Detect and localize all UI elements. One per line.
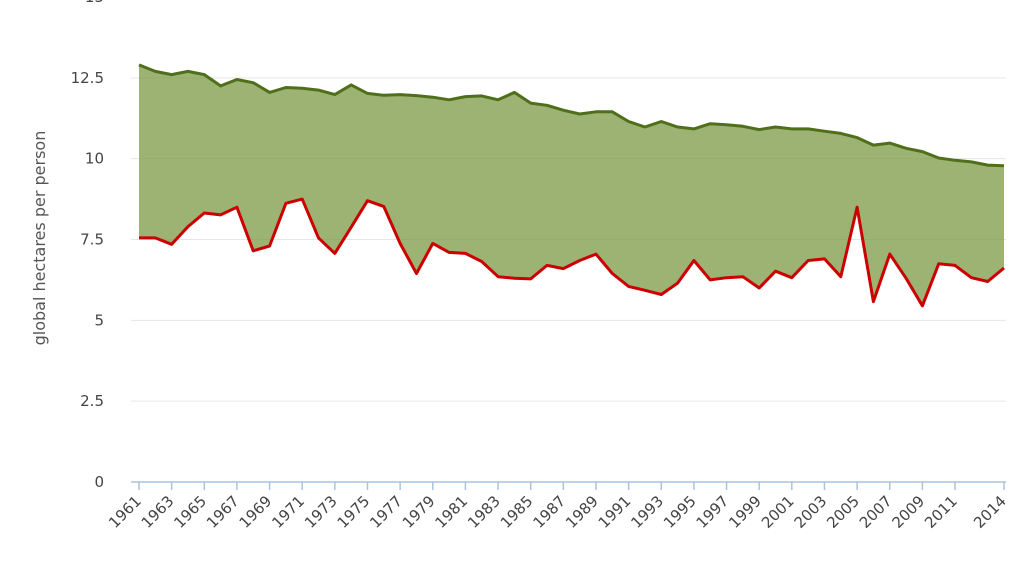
y-tick-label: 5 <box>94 311 104 329</box>
x-tick-label: 2003 <box>791 492 831 532</box>
x-tick-label: 1983 <box>464 492 504 532</box>
x-tick-label: 1967 <box>203 492 243 532</box>
x-tick-label: 2007 <box>856 492 896 532</box>
x-tick-label: 2011 <box>921 492 961 532</box>
y-tick-labels: 0 2.5 5 7.5 10 12.5 15 <box>71 0 104 491</box>
x-tick-label: 1989 <box>562 492 602 532</box>
x-tick-label: 1975 <box>334 492 374 532</box>
y-tick-label: 7.5 <box>80 231 104 249</box>
y-tick-label: 0 <box>94 473 104 491</box>
area-layer <box>139 65 1004 306</box>
x-tick-label: 1965 <box>170 492 210 532</box>
x-tick-label: 1979 <box>399 492 439 532</box>
x-tick-labels: 1961196319651967196919711973197519771979… <box>105 492 1010 532</box>
x-tick-label: 1971 <box>268 492 308 532</box>
x-tick-label: 1987 <box>529 492 569 532</box>
x-tick-label: 2014 <box>970 492 1010 532</box>
x-tick-label: 1973 <box>301 492 341 532</box>
y-tick-label: 12.5 <box>71 69 104 87</box>
x-tick-label: 1977 <box>366 492 406 532</box>
y-tick-label: 15 <box>85 0 104 6</box>
x-tick-label: 1963 <box>138 492 178 532</box>
y-axis-title: global hectares per person <box>30 131 49 346</box>
x-tick-label: 2009 <box>888 492 928 532</box>
y-tick-label: 10 <box>85 150 104 168</box>
x-tick-label: 1999 <box>725 492 765 532</box>
x-tick-label: 1985 <box>497 492 537 532</box>
axis-layer <box>131 482 1006 490</box>
x-tick-label: 1993 <box>627 492 667 532</box>
x-tick-label: 2001 <box>758 492 798 532</box>
x-tick-label: 2005 <box>823 492 863 532</box>
area-fill <box>139 65 1004 306</box>
x-tick-label: 1997 <box>693 492 733 532</box>
x-tick-label: 1995 <box>660 492 700 532</box>
x-tick-label: 1969 <box>236 492 276 532</box>
x-tick-label: 1981 <box>432 492 472 532</box>
x-tick-label: 1991 <box>595 492 635 532</box>
x-tick-label: 1961 <box>105 492 145 532</box>
y-tick-label: 2.5 <box>80 392 104 410</box>
